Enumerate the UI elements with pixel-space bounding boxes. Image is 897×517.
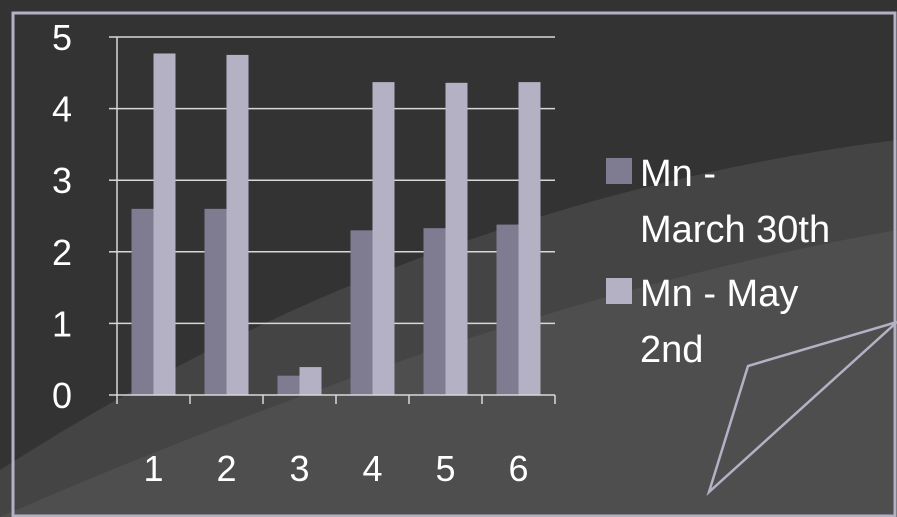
legend-swatch-series-2: [606, 278, 632, 304]
bar-series-2-cat-4: [372, 82, 395, 395]
bar-series-1-cat-4: [350, 230, 373, 395]
y-tick-label: 1: [52, 303, 72, 344]
legend-label-series-2: Mn - May: [640, 273, 798, 315]
y-tick-label: 2: [52, 232, 72, 273]
x-tick-label: 6: [508, 448, 528, 489]
bar-series-1-cat-3: [277, 375, 300, 395]
y-tick-label: 3: [52, 160, 72, 201]
bar-series-1-cat-2: [204, 208, 227, 395]
y-tick-label: 4: [52, 89, 72, 130]
x-tick-label: 5: [435, 448, 455, 489]
y-tick-label: 5: [52, 17, 72, 58]
page-curl-decoration: [706, 320, 897, 496]
legend: Mn - March 30th Mn - May 2nd: [606, 153, 830, 371]
bar-series-1-cat-6: [496, 224, 519, 395]
bar-series-2-cat-3: [299, 367, 322, 395]
bar-series-2-cat-2: [226, 54, 249, 396]
legend-swatch-series-1: [606, 158, 632, 184]
x-tick-label: 2: [216, 448, 236, 489]
bar-series-2-cat-5: [445, 82, 468, 395]
bar-series-1-cat-1: [131, 208, 154, 395]
slide-frame: [11, 11, 897, 517]
legend-label-series-1: March 30th: [640, 209, 830, 251]
axes: [109, 36, 556, 404]
gridlines: [117, 36, 555, 325]
x-tick-label: 4: [362, 448, 382, 489]
x-tick-labels: 1 2 3 4 5 6: [143, 448, 528, 489]
legend-label-series-1: Mn -: [640, 153, 716, 195]
x-tick-label: 1: [143, 448, 163, 489]
bars: [131, 53, 541, 396]
bar-series-1-cat-5: [423, 228, 446, 395]
bar-series-2-cat-1: [153, 53, 176, 396]
y-tick-label: 0: [52, 375, 72, 416]
y-tick-labels: 0 1 2 3 4 5: [52, 17, 72, 416]
legend-label-series-2: 2nd: [640, 329, 703, 371]
bar-series-2-cat-6: [518, 82, 541, 395]
x-tick-label: 3: [289, 448, 309, 489]
